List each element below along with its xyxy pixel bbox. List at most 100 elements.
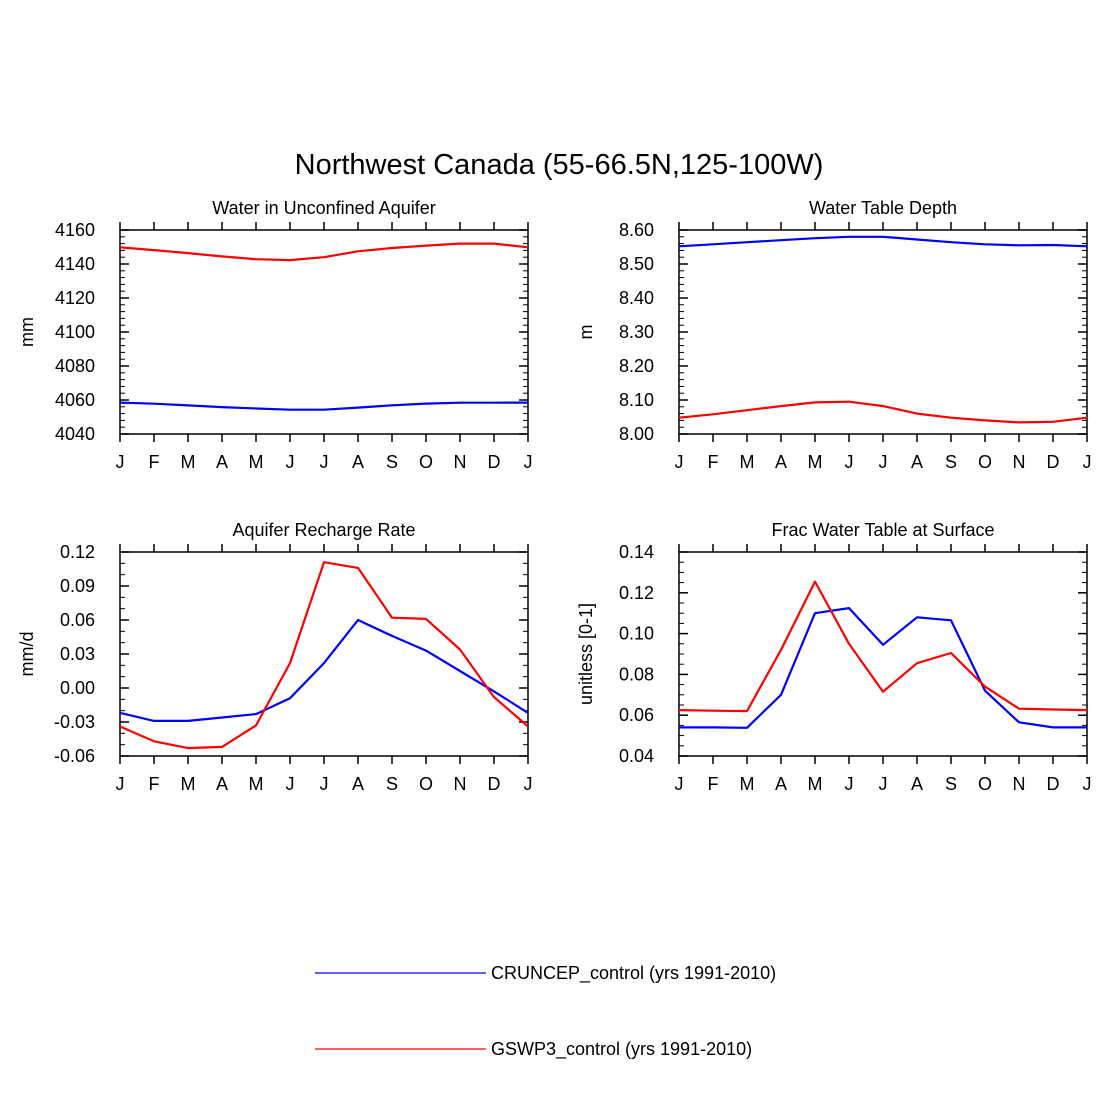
x-tick-label: A — [911, 452, 923, 472]
y-tick-label: 8.60 — [619, 220, 654, 240]
plot-frame — [678, 551, 1088, 757]
x-tick-label: J — [286, 452, 295, 472]
y-tick-label: 8.20 — [619, 356, 654, 376]
x-tick-label: J — [1083, 452, 1092, 472]
panel-title: Aquifer Recharge Rate — [232, 520, 415, 540]
x-tick-label: A — [352, 774, 364, 794]
y-tick-label: 0.04 — [619, 746, 654, 766]
plot-frame — [119, 551, 529, 757]
x-tick-label: N — [1013, 774, 1026, 794]
panel-title: Water Table Depth — [809, 198, 957, 218]
x-tick-label: J — [845, 774, 854, 794]
x-tick-label: S — [386, 774, 398, 794]
x-tick-label: S — [386, 452, 398, 472]
y-tick-label: 8.30 — [619, 322, 654, 342]
legend: CRUNCEP_control (yrs 1991-2010) GSWP3_co… — [315, 963, 776, 1060]
y-tick-label: 4080 — [55, 356, 95, 376]
x-tick-label: O — [419, 452, 433, 472]
x-tick-label: M — [808, 452, 823, 472]
series-line-cruncep-control — [679, 606, 1087, 729]
y-axis-label: unitless [0-1] — [576, 603, 596, 705]
y-tick-label: 4100 — [55, 322, 95, 342]
x-tick-label: O — [419, 774, 433, 794]
x-tick-label: N — [454, 774, 467, 794]
x-tick-label: M — [808, 774, 823, 794]
x-tick-label: J — [524, 452, 533, 472]
x-tick-label: A — [216, 774, 228, 794]
panel-title: Frac Water Table at Surface — [771, 520, 994, 540]
series-line-cruncep-control — [678, 235, 1088, 248]
series-line-cruncep-control — [119, 618, 529, 723]
y-tick-label: 0.06 — [60, 610, 95, 630]
legend-label-cruncep: CRUNCEP_control (yrs 1991-2010) — [491, 963, 776, 984]
x-tick-label: F — [708, 452, 719, 472]
x-tick-label: J — [524, 774, 533, 794]
y-tick-label: 0.12 — [619, 583, 654, 603]
y-tick-label: 4120 — [55, 288, 95, 308]
panel-title: Water in Unconfined Aquifer — [212, 198, 435, 218]
x-tick-label: A — [216, 452, 228, 472]
series-line-gswp3-control — [119, 561, 529, 750]
x-tick-label: D — [1047, 774, 1060, 794]
x-tick-label: J — [1083, 774, 1092, 794]
y-tick-label: 0.10 — [619, 624, 654, 644]
x-tick-label: F — [708, 774, 719, 794]
figure-title: Northwest Canada (55-66.5N,125-100W) — [295, 149, 824, 181]
x-tick-label: D — [488, 774, 501, 794]
x-tick-label: M — [249, 774, 264, 794]
x-tick-label: J — [116, 452, 125, 472]
x-tick-label: J — [320, 774, 329, 794]
y-tick-label: 4040 — [55, 424, 95, 444]
y-tick-label: 0.00 — [60, 678, 95, 698]
y-axis-label: mm — [17, 317, 37, 347]
x-tick-label: S — [945, 774, 957, 794]
x-tick-label: M — [740, 452, 755, 472]
y-tick-label: 0.09 — [60, 576, 95, 596]
x-tick-label: D — [488, 452, 501, 472]
series-line-cruncep-control — [119, 401, 529, 411]
y-tick-label: 0.06 — [619, 705, 654, 725]
y-tick-label: 0.08 — [619, 664, 654, 684]
panel-frac-water-table-at-surface: Frac Water Table at Surface unitless [0-1… — [576, 520, 1092, 794]
x-tick-label: J — [286, 774, 295, 794]
x-tick-label: O — [978, 452, 992, 472]
legend-label-gswp3: GSWP3_control (yrs 1991-2010) — [491, 1039, 752, 1060]
x-tick-label: M — [181, 452, 196, 472]
x-tick-label: M — [740, 774, 755, 794]
y-tick-label: -0.03 — [54, 712, 95, 732]
x-tick-label: J — [320, 452, 329, 472]
y-tick-label: 4060 — [55, 390, 95, 410]
x-tick-label: N — [1013, 452, 1026, 472]
x-tick-label: J — [116, 774, 125, 794]
x-tick-label: J — [675, 452, 684, 472]
x-tick-label: N — [454, 452, 467, 472]
x-tick-label: A — [911, 774, 923, 794]
y-tick-label: 4160 — [55, 220, 95, 240]
x-tick-label: J — [879, 452, 888, 472]
series-line-gswp3-control — [678, 580, 1088, 713]
x-tick-label: A — [775, 774, 787, 794]
y-tick-label: 8.10 — [619, 390, 654, 410]
x-tick-label: S — [945, 452, 957, 472]
x-tick-label: A — [775, 452, 787, 472]
x-tick-label: J — [845, 452, 854, 472]
x-tick-label: J — [879, 774, 888, 794]
y-tick-label: 8.50 — [619, 254, 654, 274]
x-tick-label: J — [675, 774, 684, 794]
y-tick-label: -0.06 — [54, 746, 95, 766]
x-tick-label: M — [181, 774, 196, 794]
x-tick-label: O — [978, 774, 992, 794]
x-tick-label: F — [149, 452, 160, 472]
y-tick-label: 4140 — [55, 254, 95, 274]
y-axis-label: mm/d — [17, 632, 37, 677]
x-tick-label: F — [149, 774, 160, 794]
y-tick-label: 0.12 — [60, 542, 95, 562]
y-tick-label: 8.00 — [619, 424, 654, 444]
series-line-gswp3-control — [119, 242, 529, 262]
plot-frame — [678, 229, 1088, 435]
legend-item-gswp3: GSWP3_control (yrs 1991-2010) — [315, 1039, 752, 1060]
x-tick-label: D — [1047, 452, 1060, 472]
